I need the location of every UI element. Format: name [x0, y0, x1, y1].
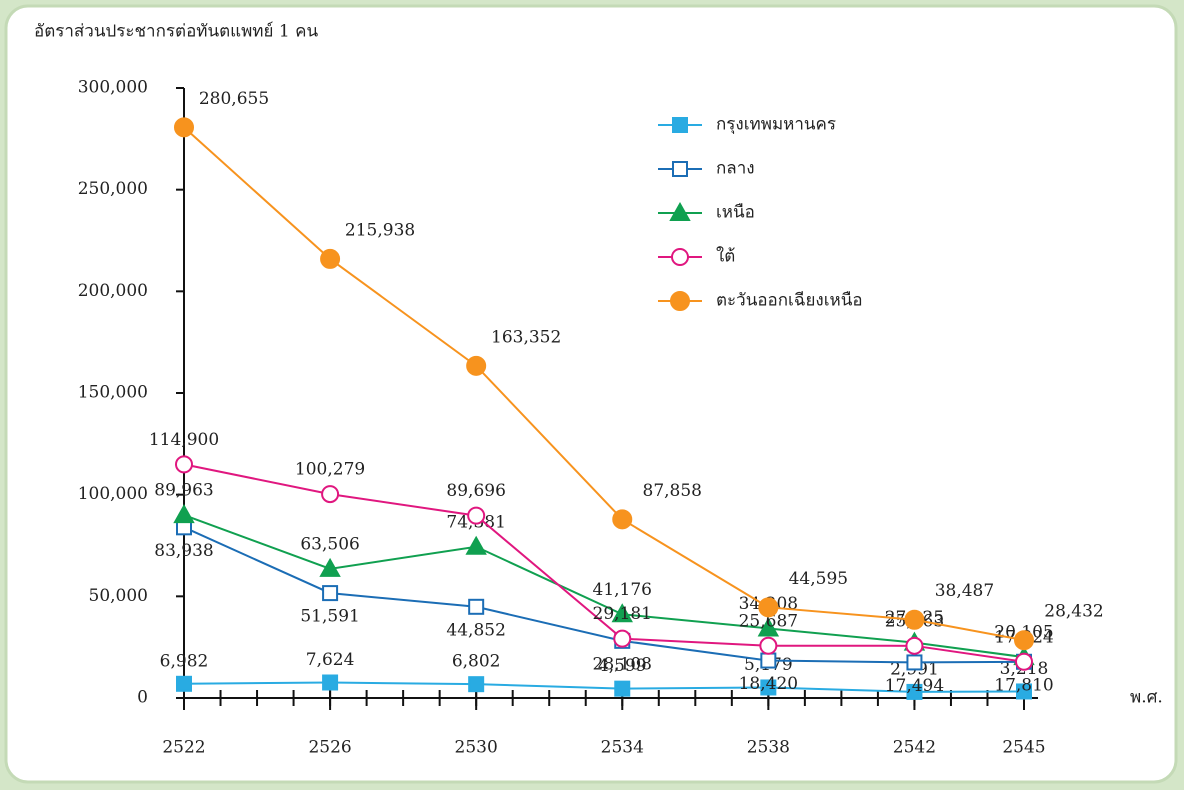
marker-square [468, 598, 485, 615]
data-label: 25,687 [739, 611, 798, 631]
data-label: 18,420 [739, 674, 798, 694]
x-tick-label: 2534 [601, 738, 644, 758]
data-label: 163,352 [491, 327, 561, 347]
panel [4, 4, 1178, 784]
marker-square [468, 676, 485, 693]
data-label: 87,858 [643, 481, 702, 501]
x-tick-label: 2526 [308, 738, 351, 758]
legend-label: กลาง [716, 159, 755, 179]
data-label: 41,176 [593, 580, 652, 600]
marker-triangle [173, 504, 195, 524]
marker-square [672, 117, 688, 133]
marker-circle [612, 509, 633, 530]
data-label: 89,963 [154, 481, 213, 501]
data-label: 28,108 [593, 654, 652, 674]
marker-circle [613, 629, 632, 648]
marker-circle [174, 117, 194, 138]
marker-circle [1014, 630, 1034, 651]
chart-title: อัตราส่วนประชากรต่อทันตแพทย์ 1 คน [34, 22, 318, 42]
data-label: 6,802 [452, 652, 501, 672]
data-label: 6,982 [160, 651, 209, 671]
marker-circle [905, 636, 924, 655]
data-label: 114,900 [149, 430, 219, 450]
marker-circle [1015, 652, 1033, 671]
x-axis-label: พ.ศ. [1130, 688, 1163, 708]
marker-square [322, 674, 339, 691]
data-label: 215,938 [345, 220, 415, 240]
y-tick-label: 50,000 [89, 586, 148, 606]
data-label: 17,810 [994, 675, 1053, 695]
marker-square [1016, 683, 1032, 700]
marker-square [906, 683, 923, 700]
y-tick-label: 300,000 [78, 78, 148, 98]
marker-square [906, 654, 923, 671]
marker-circle [759, 636, 778, 655]
marker-circle [467, 506, 486, 525]
marker-circle [175, 455, 193, 474]
data-label: 89,696 [446, 481, 505, 501]
marker-square [760, 652, 777, 669]
data-label: 63,506 [300, 534, 359, 554]
marker-square [322, 585, 339, 602]
marker-circle [466, 355, 487, 376]
legend-label: ตะวันออกเฉียงเหนือ [716, 291, 863, 311]
data-label: 280,655 [199, 89, 269, 109]
y-tick-label: 200,000 [78, 281, 148, 301]
legend-label: ใต้ [716, 246, 735, 267]
marker-square [176, 675, 192, 692]
data-label: 100,279 [295, 460, 365, 480]
marker-circle [671, 248, 689, 266]
y-tick-label: 150,000 [78, 383, 148, 403]
marker-square [760, 679, 777, 696]
marker-triangle [611, 603, 633, 623]
marker-square [614, 680, 631, 697]
legend-label: กรุงเทพมหานคร [716, 115, 836, 135]
marker-triangle [757, 617, 780, 637]
data-label: 51,591 [300, 607, 359, 627]
data-label: 7,624 [306, 650, 355, 670]
x-tick-label: 2542 [893, 738, 936, 758]
marker-circle [670, 291, 690, 311]
marker-circle [321, 485, 340, 504]
data-label: 4,599 [598, 656, 647, 676]
marker-circle [320, 248, 341, 269]
legend-label: เหนือ [716, 203, 755, 223]
y-tick-label: 0 [137, 688, 148, 708]
marker-triangle [669, 201, 691, 221]
data-label: 83,938 [154, 541, 213, 561]
marker-square [672, 161, 688, 177]
marker-circle [904, 609, 925, 630]
x-tick-label: 2530 [455, 738, 498, 758]
marker-triangle [319, 557, 341, 577]
y-tick-label: 100,000 [78, 484, 148, 504]
marker-triangle [465, 535, 487, 555]
data-label: 44,852 [446, 620, 505, 640]
data-label: 29,181 [593, 604, 652, 624]
x-tick-label: 2522 [162, 738, 205, 758]
x-tick-label: 2538 [747, 738, 790, 758]
y-tick-label: 250,000 [78, 179, 148, 199]
marker-circle [758, 597, 779, 618]
data-label: 38,487 [935, 581, 994, 601]
x-tick-label: 2545 [1002, 738, 1045, 758]
data-label: 44,595 [789, 569, 848, 589]
data-label: 28,432 [1044, 602, 1103, 622]
data-label: 17,494 [885, 676, 944, 696]
